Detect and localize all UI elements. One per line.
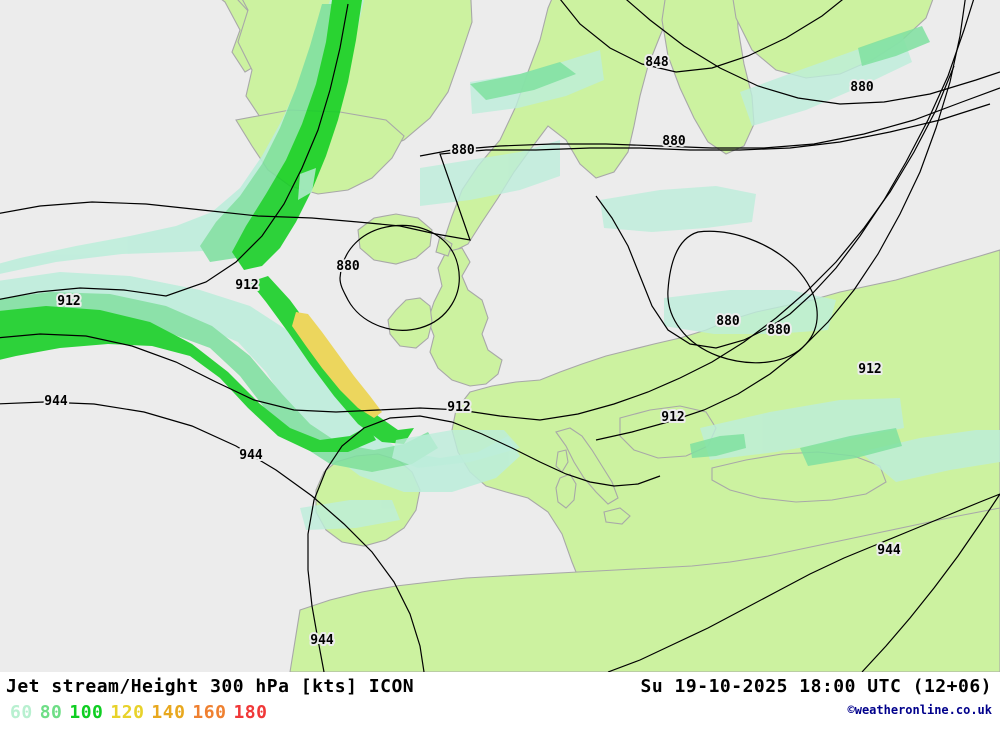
speed-band-120-jetcore [292,312,382,418]
land-great-britain [427,247,503,387]
weak-area-eastmed [700,398,904,460]
contour-944-far-se [861,493,1000,672]
product-title: Jet stream/Height 300 hPa [kts] ICON [6,676,415,697]
legend-tick-180: 180 [233,702,268,723]
contour-labels: 8488488808808808808808808808809129129129… [42,53,903,650]
contour-880-central [595,0,975,349]
contour-label-944-14: 944 [877,543,901,558]
contour-848 [560,0,843,73]
contour-label-912-10: 912 [447,400,470,415]
contour-label-848-0: 848 [645,55,669,70]
land-north-africa [289,507,1000,672]
map-svg: 8488488808808808808808808808809129129129… [0,0,1000,672]
medium-area-aegean [690,434,746,458]
weak-area-caspian [860,430,1000,482]
weak-area-north-atlantic-streak [298,168,316,200]
contour-880-arctic [626,0,1000,105]
contour-label-halo: 912 [661,410,684,425]
speed-legend: 60 80 100 120 140 160 180 [10,702,267,723]
contour-880-iceland-loop [339,224,460,331]
land-anatolia [711,451,887,503]
land-scotland-isles [435,235,453,257]
contour-912-west [0,65,955,421]
contour-label-halo: 880 [767,323,791,338]
weak-area-black-sea [664,290,836,334]
land-sicily [603,507,631,525]
contour-label-halo: 880 [662,134,686,149]
contour-label-912-5: 912 [235,278,258,293]
contour-label-halo: 944 [310,633,334,648]
contour-880-north [0,103,991,241]
contour-label-halo: 944 [44,394,68,409]
contour-label-880-2: 880 [662,134,686,149]
contour-label-halo: 944 [239,448,263,463]
height-contours [0,0,1000,672]
contour-label-halo: 880 [336,259,360,274]
contour-label-880-3: 880 [451,143,475,158]
contour-label-944-13: 944 [239,448,263,463]
landmasses [221,0,1000,672]
contour-label-944-15: 944 [310,633,334,648]
speed-band-100-jetcore [232,0,362,270]
legend-tick-80: 80 [39,702,63,723]
contour-label-912-9: 912 [858,362,881,377]
medium-area-kolastreak [858,26,930,66]
jet-medium-areas [470,26,930,466]
speed-band-80-jetcore [200,4,356,262]
contour-label-880-8: 880 [767,323,791,338]
contour-880-eastern-loop [667,230,818,364]
contour-944-southeast [607,493,1000,672]
contour-label-halo: 912 [858,362,881,377]
contour-944-morocco [307,415,661,672]
map-canvas[interactable]: 848 848 880 880 880 880 880 880 880 880 912 912 912 9… [0,0,1000,672]
contour-label-halo: 912 [57,294,80,309]
contour-label-880-4: 880 [336,259,360,274]
weak-area-se-biscay [392,430,520,468]
legend-tick-60: 60 [10,702,33,723]
contour-912-east [595,0,966,441]
land-corsica [555,449,569,473]
contour-label-halo: 880 [716,314,740,329]
medium-area-east-med [800,428,902,466]
contour-label-halo: 944 [877,543,901,558]
footer-bar: Jet stream/Height 300 hPa [kts] ICON Su … [0,672,1000,733]
contour-label-944-12: 944 [44,394,68,409]
contour-label-880-7: 880 [716,314,740,329]
medium-area-north-scandinavia [470,62,576,100]
weak-area-scandinavia [420,140,560,206]
weak-area-baltic [600,186,756,232]
land-italy [555,427,619,505]
contour-label-halo: 880 [451,143,475,158]
contour-912-atlantic [0,3,349,300]
legend-tick-120: 120 [110,702,145,723]
speed-band-100-atlantic [0,306,376,452]
contour-label-halo: 848 [645,55,669,70]
contour-label-halo: 880 [850,80,874,95]
legend-tick-100: 100 [69,702,104,723]
contour-label-halo: 912 [235,278,258,293]
contour-label-912-6: 912 [57,294,80,309]
legend-tick-160: 160 [192,702,227,723]
contour-label-halo: 912 [447,400,470,415]
contour-label-912-11: 912 [661,410,684,425]
copyright-notice: ©weatheronline.co.uk [847,703,993,717]
legend-tick-140: 140 [151,702,186,723]
contour-944-atlantic [0,401,425,672]
run-timestamp: Su 19-10-2025 18:00 UTC (12+06) [640,676,992,697]
contour-label-880-1: 880 [850,80,874,95]
contour-880-iceland-line [419,87,1000,157]
